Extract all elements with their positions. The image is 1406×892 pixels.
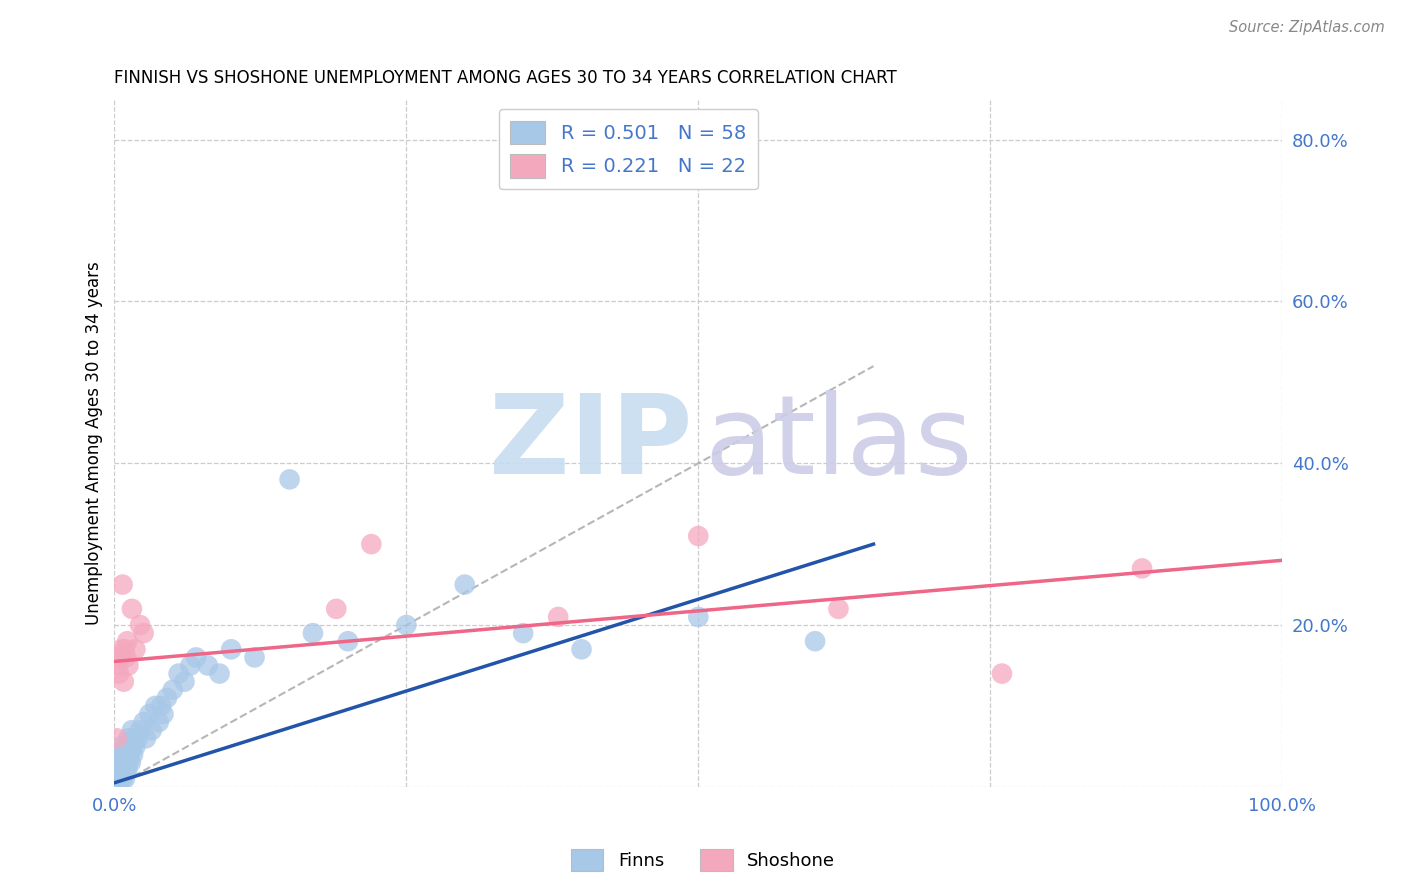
Point <box>278 472 301 486</box>
Point <box>117 634 139 648</box>
Point <box>827 602 849 616</box>
Point <box>120 756 142 770</box>
Point <box>121 739 143 754</box>
Point <box>688 529 710 543</box>
Point <box>197 658 219 673</box>
Point <box>108 756 131 770</box>
Point <box>162 682 184 697</box>
Point <box>127 731 149 746</box>
Point <box>117 658 139 673</box>
Point <box>124 739 146 754</box>
Point <box>110 739 132 754</box>
Point <box>111 756 134 770</box>
Point <box>512 626 534 640</box>
Point <box>132 715 155 730</box>
Point <box>143 698 166 713</box>
Point <box>454 577 477 591</box>
Point <box>302 626 325 640</box>
Legend: Finns, Shoshone: Finns, Shoshone <box>564 842 842 879</box>
Point <box>115 739 138 754</box>
Point <box>111 772 134 786</box>
Point <box>112 764 135 778</box>
Text: Source: ZipAtlas.com: Source: ZipAtlas.com <box>1229 20 1385 35</box>
Point <box>122 747 145 762</box>
Point <box>208 666 231 681</box>
Point <box>105 731 128 746</box>
Point <box>1130 561 1153 575</box>
Point <box>108 666 131 681</box>
Point <box>117 731 139 746</box>
Point <box>111 577 134 591</box>
Point <box>112 674 135 689</box>
Text: ZIP: ZIP <box>489 390 693 497</box>
Y-axis label: Unemployment Among Ages 30 to 34 years: Unemployment Among Ages 30 to 34 years <box>86 261 103 625</box>
Point <box>114 642 136 657</box>
Point <box>804 634 827 648</box>
Point <box>110 642 132 657</box>
Point <box>107 747 129 762</box>
Point <box>107 658 129 673</box>
Point <box>110 772 132 786</box>
Point <box>118 747 141 762</box>
Point <box>124 642 146 657</box>
Point <box>129 618 152 632</box>
Point <box>122 731 145 746</box>
Point <box>138 706 160 721</box>
Point <box>179 658 201 673</box>
Point <box>112 747 135 762</box>
Point <box>129 723 152 738</box>
Point <box>117 747 139 762</box>
Point <box>571 642 593 657</box>
Point <box>156 690 179 705</box>
Point <box>991 666 1014 681</box>
Point <box>108 772 131 786</box>
Point <box>243 650 266 665</box>
Point <box>336 634 359 648</box>
Point <box>325 602 347 616</box>
Point <box>547 610 569 624</box>
Point <box>117 764 139 778</box>
Legend: R = 0.501   N = 58, R = 0.221   N = 22: R = 0.501 N = 58, R = 0.221 N = 22 <box>499 109 758 189</box>
Point <box>152 706 174 721</box>
Point <box>117 756 139 770</box>
Point <box>110 764 132 778</box>
Point <box>173 674 195 689</box>
Point <box>121 723 143 738</box>
Point <box>121 602 143 616</box>
Text: atlas: atlas <box>704 390 973 497</box>
Point <box>148 715 170 730</box>
Point <box>186 650 208 665</box>
Point <box>107 764 129 778</box>
Point <box>114 756 136 770</box>
Point <box>150 698 173 713</box>
Point <box>219 642 242 657</box>
Point <box>115 764 138 778</box>
Point <box>688 610 710 624</box>
Point <box>141 723 163 738</box>
Point <box>395 618 418 632</box>
Point <box>132 626 155 640</box>
Point <box>115 650 138 665</box>
Text: FINNISH VS SHOSHONE UNEMPLOYMENT AMONG AGES 30 TO 34 YEARS CORRELATION CHART: FINNISH VS SHOSHONE UNEMPLOYMENT AMONG A… <box>114 69 897 87</box>
Point <box>114 772 136 786</box>
Point <box>167 666 190 681</box>
Point <box>110 747 132 762</box>
Point <box>105 772 128 786</box>
Point <box>360 537 382 551</box>
Point <box>110 650 132 665</box>
Point <box>110 764 132 778</box>
Point <box>135 731 157 746</box>
